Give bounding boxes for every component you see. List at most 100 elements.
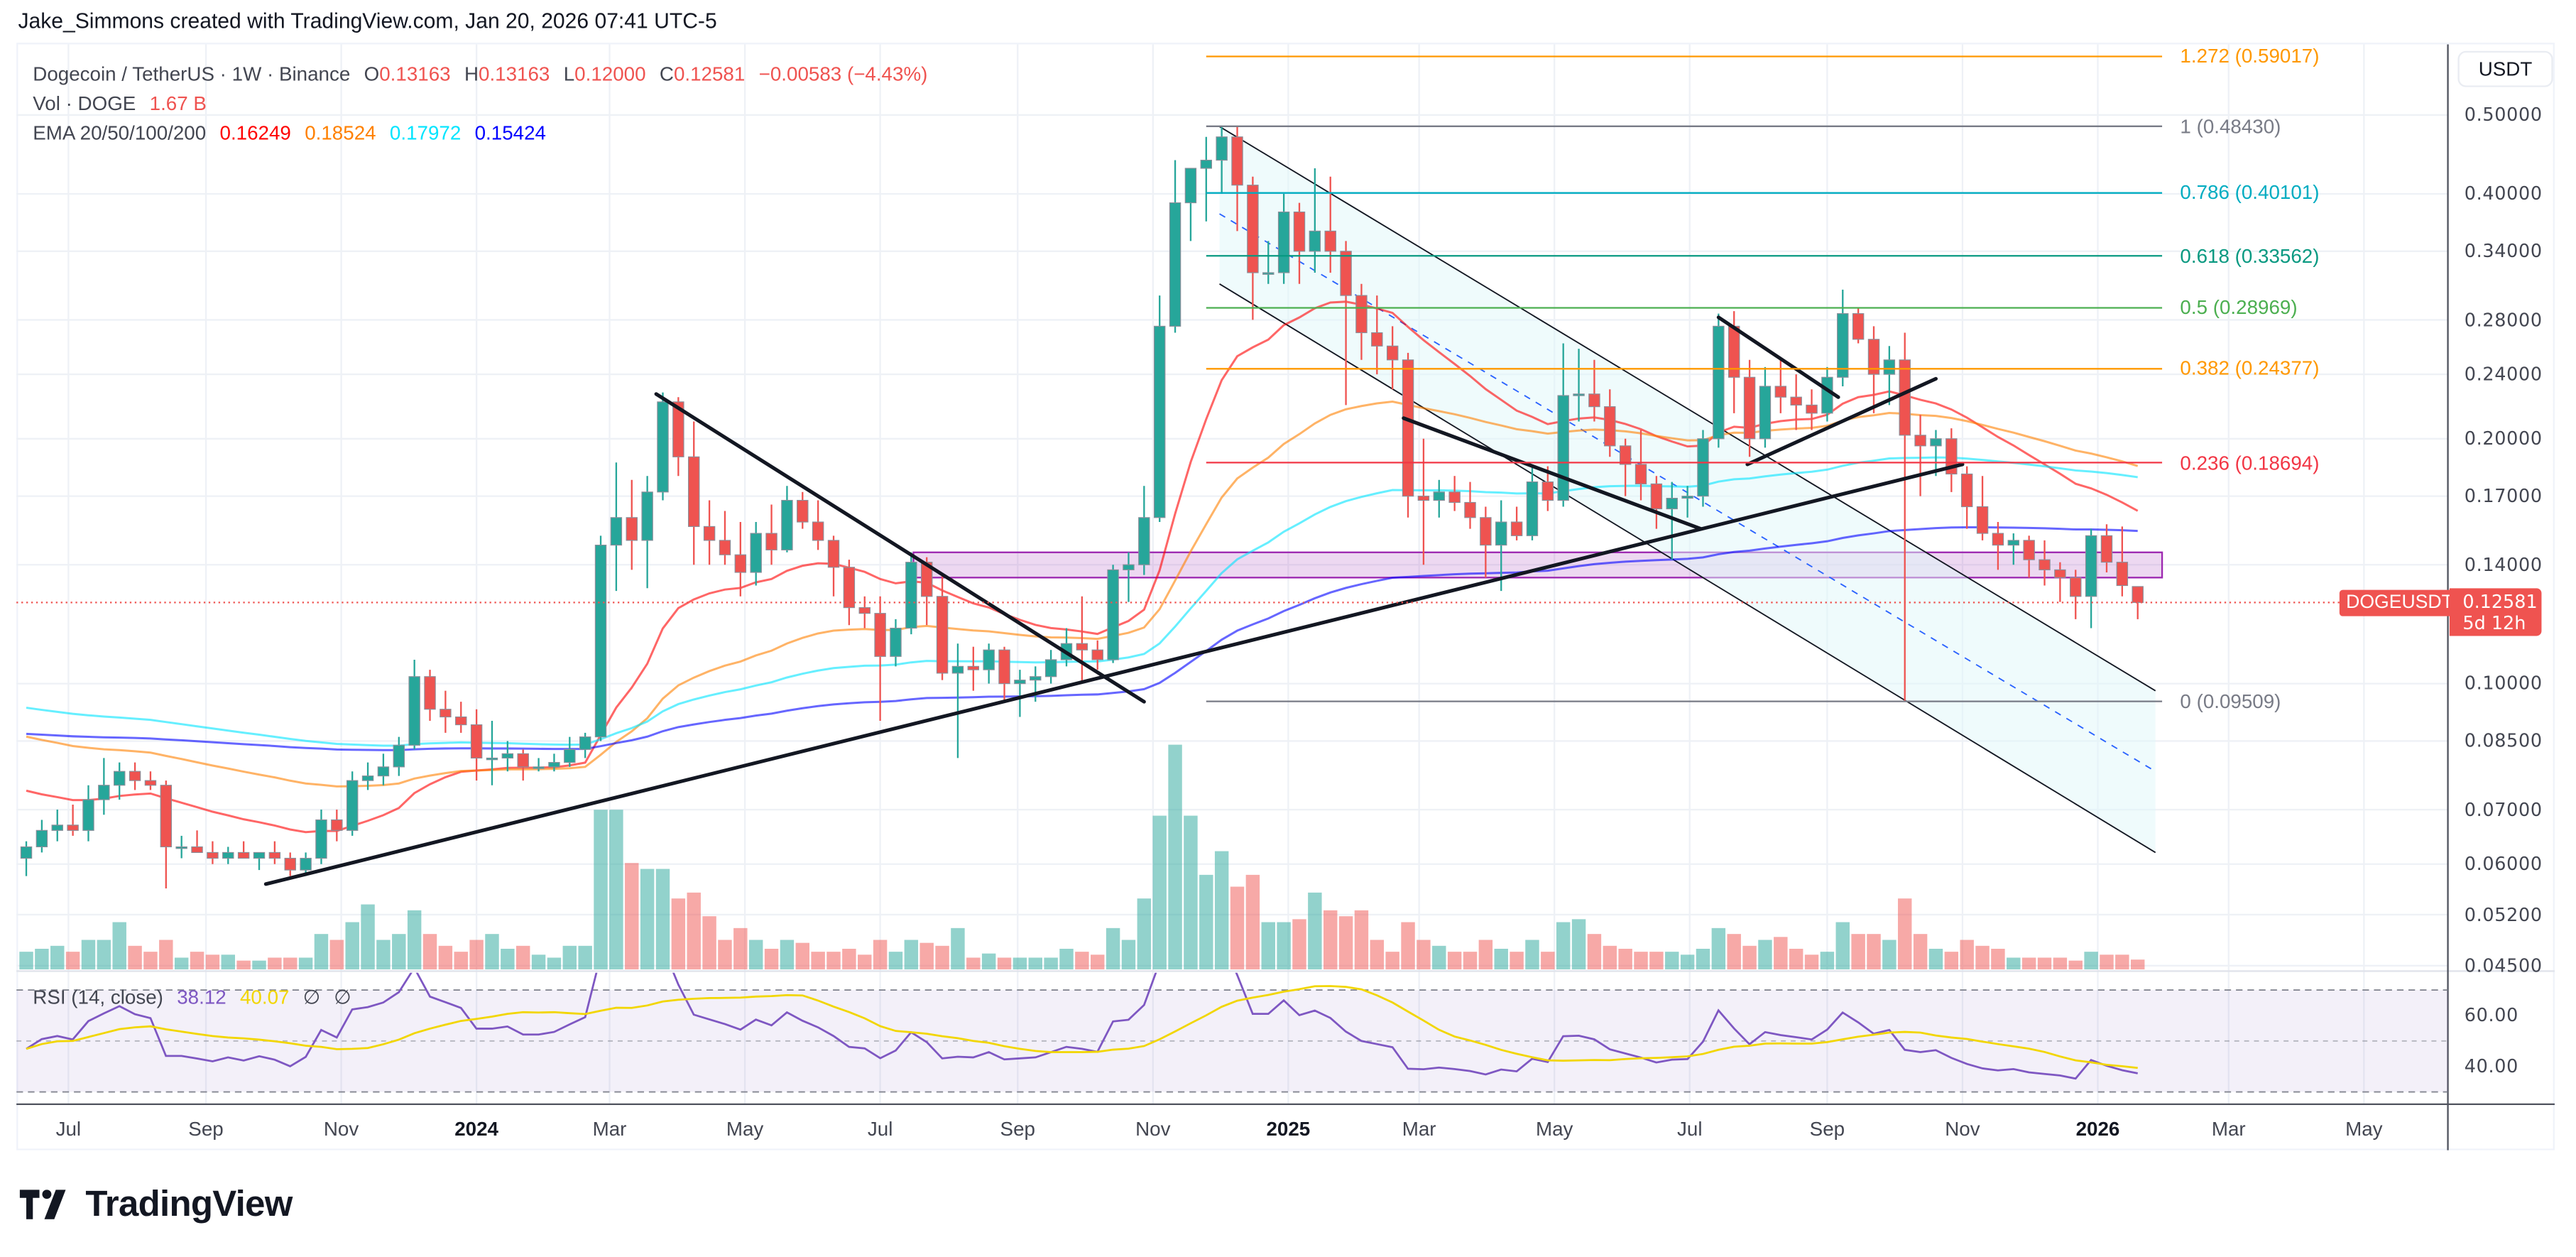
volume-bar [1292,919,1306,970]
price-tick-label: 0.17000 [2464,485,2543,507]
volume-bar [143,952,158,970]
volume-bar [1137,898,1152,970]
volume-bar [422,934,437,970]
candle-body [1014,680,1026,685]
candle-body [1123,564,1135,570]
candle-body [890,627,902,657]
candle-body [1557,395,1569,501]
volume-bar [407,910,422,970]
volume-bar [1447,952,1462,970]
price-tick-label: 0.04500 [2464,954,2543,976]
low-label: L [563,62,575,86]
candle [455,702,467,733]
time-tick-label: Sep [188,1117,224,1141]
volume-bar [1944,952,1959,970]
candle [1713,313,1725,448]
currency-button[interactable]: USDT [2457,50,2553,87]
volume-bar [469,940,484,970]
candle [1992,522,2004,570]
candle [191,830,203,853]
volume-bar [531,954,546,970]
volume-bar [1494,948,1508,970]
candle [1697,430,1709,507]
rsi-legend[interactable]: RSI (14, close) 38.12 40.07 ∅ ∅ [33,986,359,1008]
candle-body [284,857,296,871]
time-tick-label: 2026 [2075,1117,2120,1141]
ema-legend[interactable]: EMA 20/50/100/200 0.16249 0.18524 0.1797… [33,121,554,144]
volume-bar [1571,919,1586,970]
volume-bar [221,954,235,970]
time-tick-label: Mar [592,1117,627,1141]
volume-bar [609,810,623,970]
ema100-value: 0.17972 [389,121,462,145]
candle [1030,666,1042,702]
rsi-ma-value: 40.07 [239,986,290,1009]
candle-body [1044,659,1057,678]
volume-bar [112,922,126,970]
candle [82,785,94,842]
price-tick-label: 0.06000 [2464,853,2543,875]
candle-body [1743,376,1756,440]
candle-body [1976,506,1989,534]
volume-bar [1758,940,1772,970]
volume-bar [19,952,33,970]
candle [1184,168,1197,241]
candle-body [1883,359,1896,375]
candle-body [1541,481,1554,501]
chart-credit: Jake_Simmons created with TradingView.co… [18,8,717,33]
volume-bar [1199,874,1213,970]
volume-bar [1432,945,1446,970]
price-tick-label: 0.50000 [2464,104,2543,126]
symbol-legend[interactable]: Dogecoin / TetherUS · 1W · Binance O0.13… [33,62,936,85]
candle-body [672,401,684,457]
ema-label: EMA 20/50/100/200 [33,121,207,145]
volume-bar [298,957,313,970]
candle-body [1138,517,1150,565]
rsi-na-1: ∅ [302,986,320,1009]
volume-bar [547,957,562,970]
trendline [1402,416,1703,531]
trendline [1716,315,1840,399]
candle-body [874,613,886,657]
tradingview-logo[interactable]: TradingView [19,1183,293,1226]
symbol-price-tag: DOGEUSDT [2339,589,2460,616]
volume-bar [1338,916,1353,970]
volume-bar [1541,952,1555,970]
volume-bar [268,957,282,970]
volume-legend[interactable]: Vol · DOGE 1.67 B [33,92,214,115]
candle-body [564,749,576,763]
candle [719,511,731,565]
volume-bar [1184,815,1198,970]
candle-body [253,851,266,859]
candle [1650,476,1663,529]
candle-body [1852,313,1865,340]
candle [160,780,173,889]
candle-body [1526,481,1539,536]
volume-bar [702,916,716,970]
candle [843,560,856,626]
time-tick-label: Jul [867,1117,893,1141]
candle [750,522,762,586]
candle [1588,359,1600,422]
volume-bar [2053,957,2068,970]
candle [1495,500,1507,592]
symbol-title: Dogecoin / TetherUS · 1W · Binance [33,62,351,86]
volume-bar [1106,927,1120,970]
volume-bar [50,945,65,970]
candle-body [1790,396,1802,406]
volume-bar [2007,957,2021,970]
channel-upper-line [1219,126,2156,692]
volume-bar [1323,910,1338,970]
rsi-tick-label: 60.00 [2464,1004,2519,1026]
candle [1604,389,1616,457]
candle-body [2054,569,2066,578]
candle [1883,346,1896,406]
candle [1852,307,1865,344]
candle [1060,628,1073,667]
candle-body [1231,136,1243,186]
ema200-line [26,526,2138,751]
candle [1262,241,1275,284]
time-tick-label: 2025 [1266,1117,1311,1141]
candle [51,810,63,842]
